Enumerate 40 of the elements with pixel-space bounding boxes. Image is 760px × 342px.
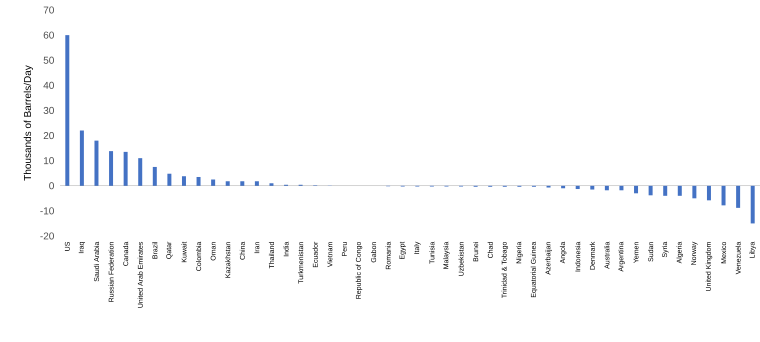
y-axis-title: Thousands of Barrels/Day [24,65,34,181]
bar [94,140,98,186]
bar [648,186,653,196]
bar [619,186,624,190]
bar [80,130,84,186]
bar [706,186,711,200]
bar [109,151,114,186]
bar [561,186,566,188]
bar [65,35,70,186]
bar [196,176,201,186]
y-tick-label: 10 [44,157,54,164]
bar [138,158,142,186]
bar [226,181,230,186]
y-tick-label: 30 [44,106,54,114]
bar [634,186,638,194]
bar [152,166,157,186]
bar [663,186,668,196]
y-tick-label: 0 [49,182,54,190]
bar [722,186,726,206]
bar [590,186,594,190]
bar [678,186,682,196]
bar [240,181,244,186]
bar [211,179,216,186]
y-tick-label: -20 [40,232,54,240]
bar [124,152,128,186]
y-tick-label: -10 [40,207,54,214]
bar [750,186,755,224]
bar [254,181,259,186]
y-tick-label: 60 [44,32,54,39]
bar [604,186,609,190]
y-tick-label: 40 [43,82,54,89]
bar [167,174,172,186]
y-tick-label: 70 [44,6,54,14]
bar [736,186,740,208]
y-tick-label: 50 [44,56,54,64]
bar [576,186,580,190]
bar [269,183,274,186]
bar [692,186,696,198]
y-tick-label: 20 [44,132,54,140]
bar [182,176,186,186]
